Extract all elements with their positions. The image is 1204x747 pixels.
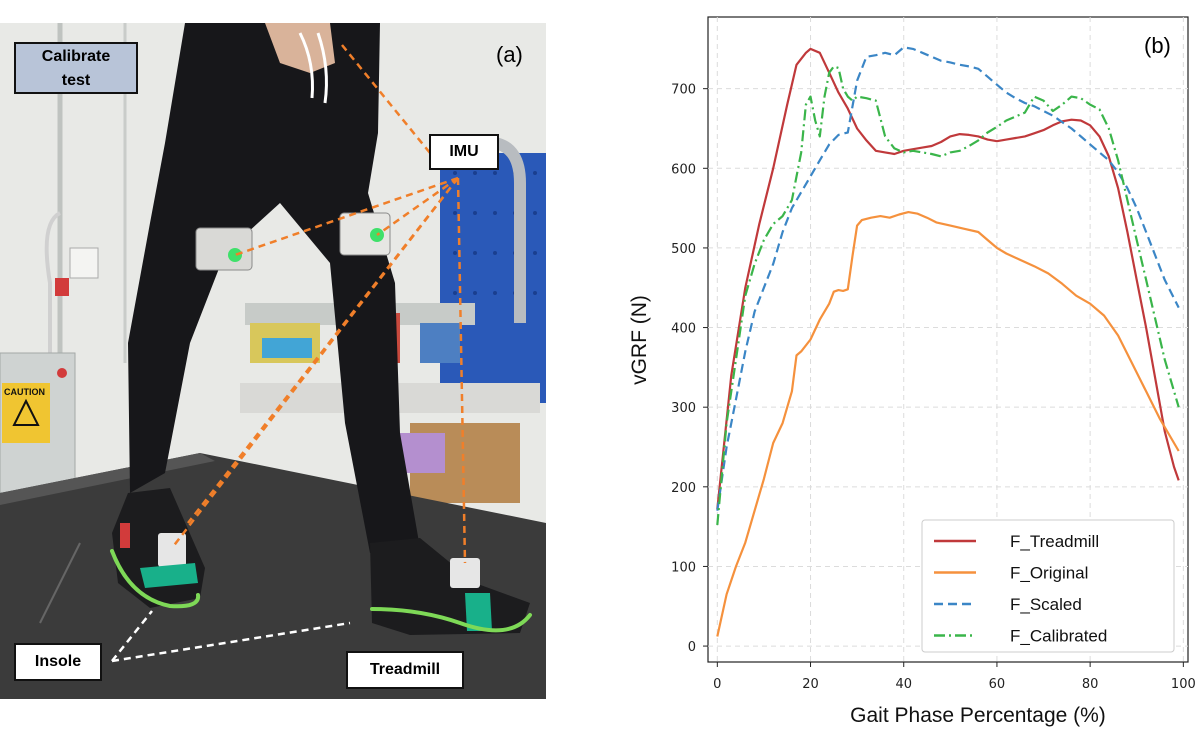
bin-blue [262, 338, 312, 358]
series-line-f-treadmill [716, 47, 1180, 510]
panel-b-chart: 0 20 40 60 80 100 0 100 200 300 400 500 600 700 Gait … [600, 0, 1204, 742]
insole-outline-right [370, 607, 532, 633]
drawstring [298, 32, 328, 104]
legend-entry: F_Treadmill [1010, 532, 1099, 551]
wall-socket [55, 278, 69, 296]
emergency-stop-icon [57, 368, 67, 378]
x-tick-label: 100 [1171, 677, 1196, 692]
wall-cable [44, 211, 62, 353]
bin-blue-2 [420, 323, 460, 363]
imu-led-icon [228, 248, 242, 262]
legend-box [921, 519, 1175, 653]
y-tick-label: 100 [671, 560, 696, 575]
right-shoe-strap [465, 593, 492, 631]
y-axis-title: vGRF (N) [628, 295, 651, 385]
legend-entry: F_Scaled [1010, 595, 1082, 614]
y-tick-label: 400 [671, 322, 696, 337]
series-line-f-calibrated [716, 65, 1180, 526]
imu-sensor-left-shoe [158, 533, 186, 567]
insole-callout: Insole [14, 643, 102, 681]
x-tick-label: 60 [989, 677, 1006, 692]
legend-entry: F_Original [1010, 564, 1088, 583]
y-tick-label: 0 [688, 640, 696, 655]
x-tick-label: 40 [895, 677, 912, 692]
y-tick-label: 500 [671, 242, 696, 257]
caution-triangle-icon [12, 398, 40, 426]
legend: F_Treadmill F_Original F_Scaled F_Calibrate… [921, 519, 1175, 653]
x-axis-title: Gait Phase Percentage (%) [850, 704, 1106, 727]
left-shoe-accent [120, 523, 130, 548]
treadmill-handrail [493, 137, 526, 323]
x-tick-label: 20 [802, 677, 819, 692]
calibrate-test-line-1: Calibrate [41, 48, 111, 65]
belt-cable [39, 542, 81, 624]
calibrate-test-line-2: test [61, 72, 91, 89]
pants [128, 23, 420, 553]
series-line-f-original [716, 211, 1180, 637]
series-line-f-scaled [716, 46, 1180, 511]
panel-a-photo: CAUTION [0, 23, 546, 699]
photo-illustration: CAUTION [0, 23, 546, 699]
imu-sensor-left-thigh [195, 227, 253, 271]
legend-entry: F_Calibrated [1010, 627, 1107, 646]
treadmill-callout: Treadmill [346, 651, 464, 689]
series-lines [716, 46, 1180, 637]
panel-b-label: (b) [1144, 33, 1171, 58]
imu-pointer-lines [171, 44, 467, 564]
axis-ticks: 0 20 40 60 80 100 0 100 200 300 400 500 600 700 [671, 83, 1196, 692]
x-tick-label: 0 [713, 677, 721, 692]
pegboard [440, 153, 546, 403]
vgrf-chart: 0 20 40 60 80 100 0 100 200 300 400 500 600 700 Gait … [628, 16, 1196, 727]
y-tick-label: 700 [671, 83, 696, 98]
imu-callout: IMU [429, 134, 499, 170]
insole-outline-left [110, 549, 201, 609]
left-shoe-strap [140, 563, 198, 588]
bin-purple [400, 433, 445, 473]
imu-sensor-right-shoe [450, 558, 480, 588]
calibrate-test-callout: Calibrate test [14, 42, 138, 94]
y-tick-label: 200 [671, 481, 696, 496]
insole-pointer-lines [111, 610, 351, 663]
wall-switch-box [69, 247, 99, 279]
panel-a-label: (a) [496, 42, 523, 67]
y-tick-label: 300 [671, 401, 696, 416]
x-tick-label: 80 [1082, 677, 1099, 692]
caution-sign-text: CAUTION [4, 387, 45, 397]
imu-sensor-right-thigh [339, 212, 391, 256]
y-tick-label: 600 [671, 162, 696, 177]
